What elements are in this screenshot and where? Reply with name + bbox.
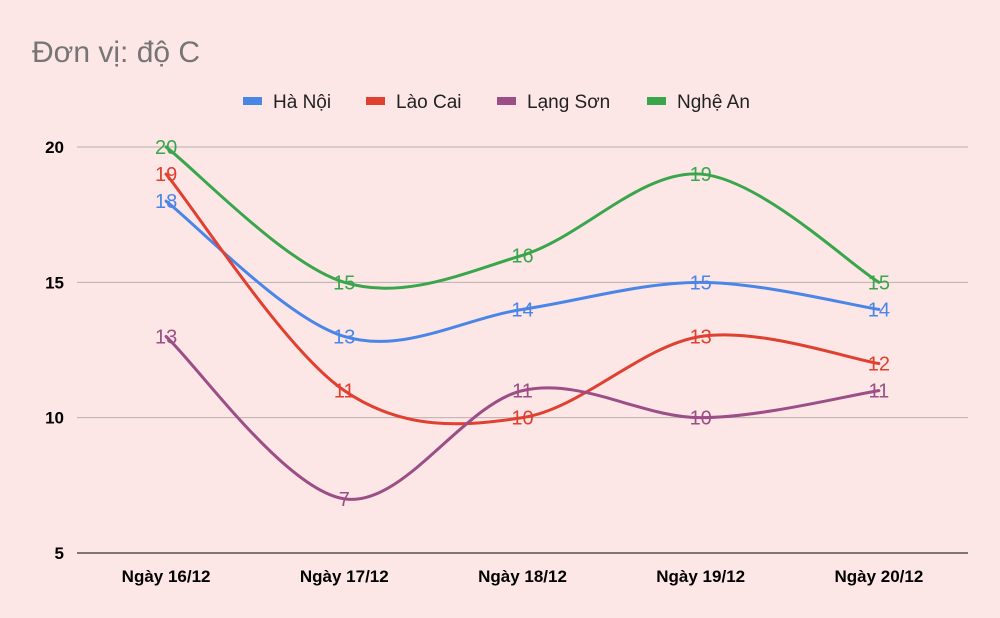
legend-label: Nghệ An <box>677 92 750 113</box>
series-line <box>164 172 881 426</box>
y-tick-label: 15 <box>45 273 64 292</box>
legend-label: Hà Nội <box>273 92 331 113</box>
data-label: 13 <box>155 326 177 348</box>
y-axis-ticks: 5 10 15 20 <box>45 138 64 563</box>
x-axis-ticks: Ngày 16/12 Ngày 17/12 Ngày 18/12 Ngày 19/12… <box>122 567 924 586</box>
data-label: 14 <box>868 299 890 321</box>
series-line <box>164 145 881 290</box>
data-label: 13 <box>690 326 712 348</box>
legend-swatch <box>647 97 666 105</box>
data-label: 10 <box>511 408 533 430</box>
data-label: 15 <box>868 272 890 294</box>
data-label: 14 <box>511 299 533 321</box>
legend-swatch <box>366 97 385 105</box>
chart-title: Đơn vị: độ C <box>32 36 200 69</box>
data-label: 10 <box>690 408 712 430</box>
legend-swatch <box>497 97 516 105</box>
legend-label: Lào Cai <box>396 92 462 113</box>
series-lines <box>164 145 881 501</box>
data-label: 12 <box>868 354 890 376</box>
series-line <box>164 199 881 343</box>
data-labels: 18 13 14 15 14 19 11 10 13 12 13 7 11 10 11 20 15 16 19 15 <box>155 137 890 511</box>
data-label: 11 <box>512 381 533 403</box>
y-tick-label: 20 <box>45 138 64 157</box>
x-tick-label: Ngày 16/12 <box>122 567 211 586</box>
x-tick-label: Ngày 18/12 <box>478 567 567 586</box>
data-label: 19 <box>155 164 177 186</box>
series-line <box>164 334 881 501</box>
data-label: 16 <box>511 245 533 267</box>
legend-swatch <box>243 97 262 105</box>
y-tick-label: 5 <box>55 544 64 563</box>
legend: Hà Nội Lào Cai Lạng Sơn Nghệ An <box>243 92 750 113</box>
data-label: 15 <box>333 272 355 294</box>
x-tick-label: Ngày 20/12 <box>834 567 923 586</box>
data-label: 15 <box>690 272 712 294</box>
y-tick-label: 10 <box>45 409 64 428</box>
data-label: 11 <box>334 381 355 403</box>
data-label: 19 <box>690 164 712 186</box>
legend-label: Lạng Sơn <box>527 92 610 113</box>
data-label: 18 <box>155 191 177 213</box>
x-tick-label: Ngày 17/12 <box>300 567 389 586</box>
x-tick-label: Ngày 19/12 <box>656 567 745 586</box>
data-label: 13 <box>333 326 355 348</box>
data-label: 11 <box>869 381 890 403</box>
data-label: 7 <box>339 489 350 511</box>
data-label: 20 <box>155 137 177 159</box>
